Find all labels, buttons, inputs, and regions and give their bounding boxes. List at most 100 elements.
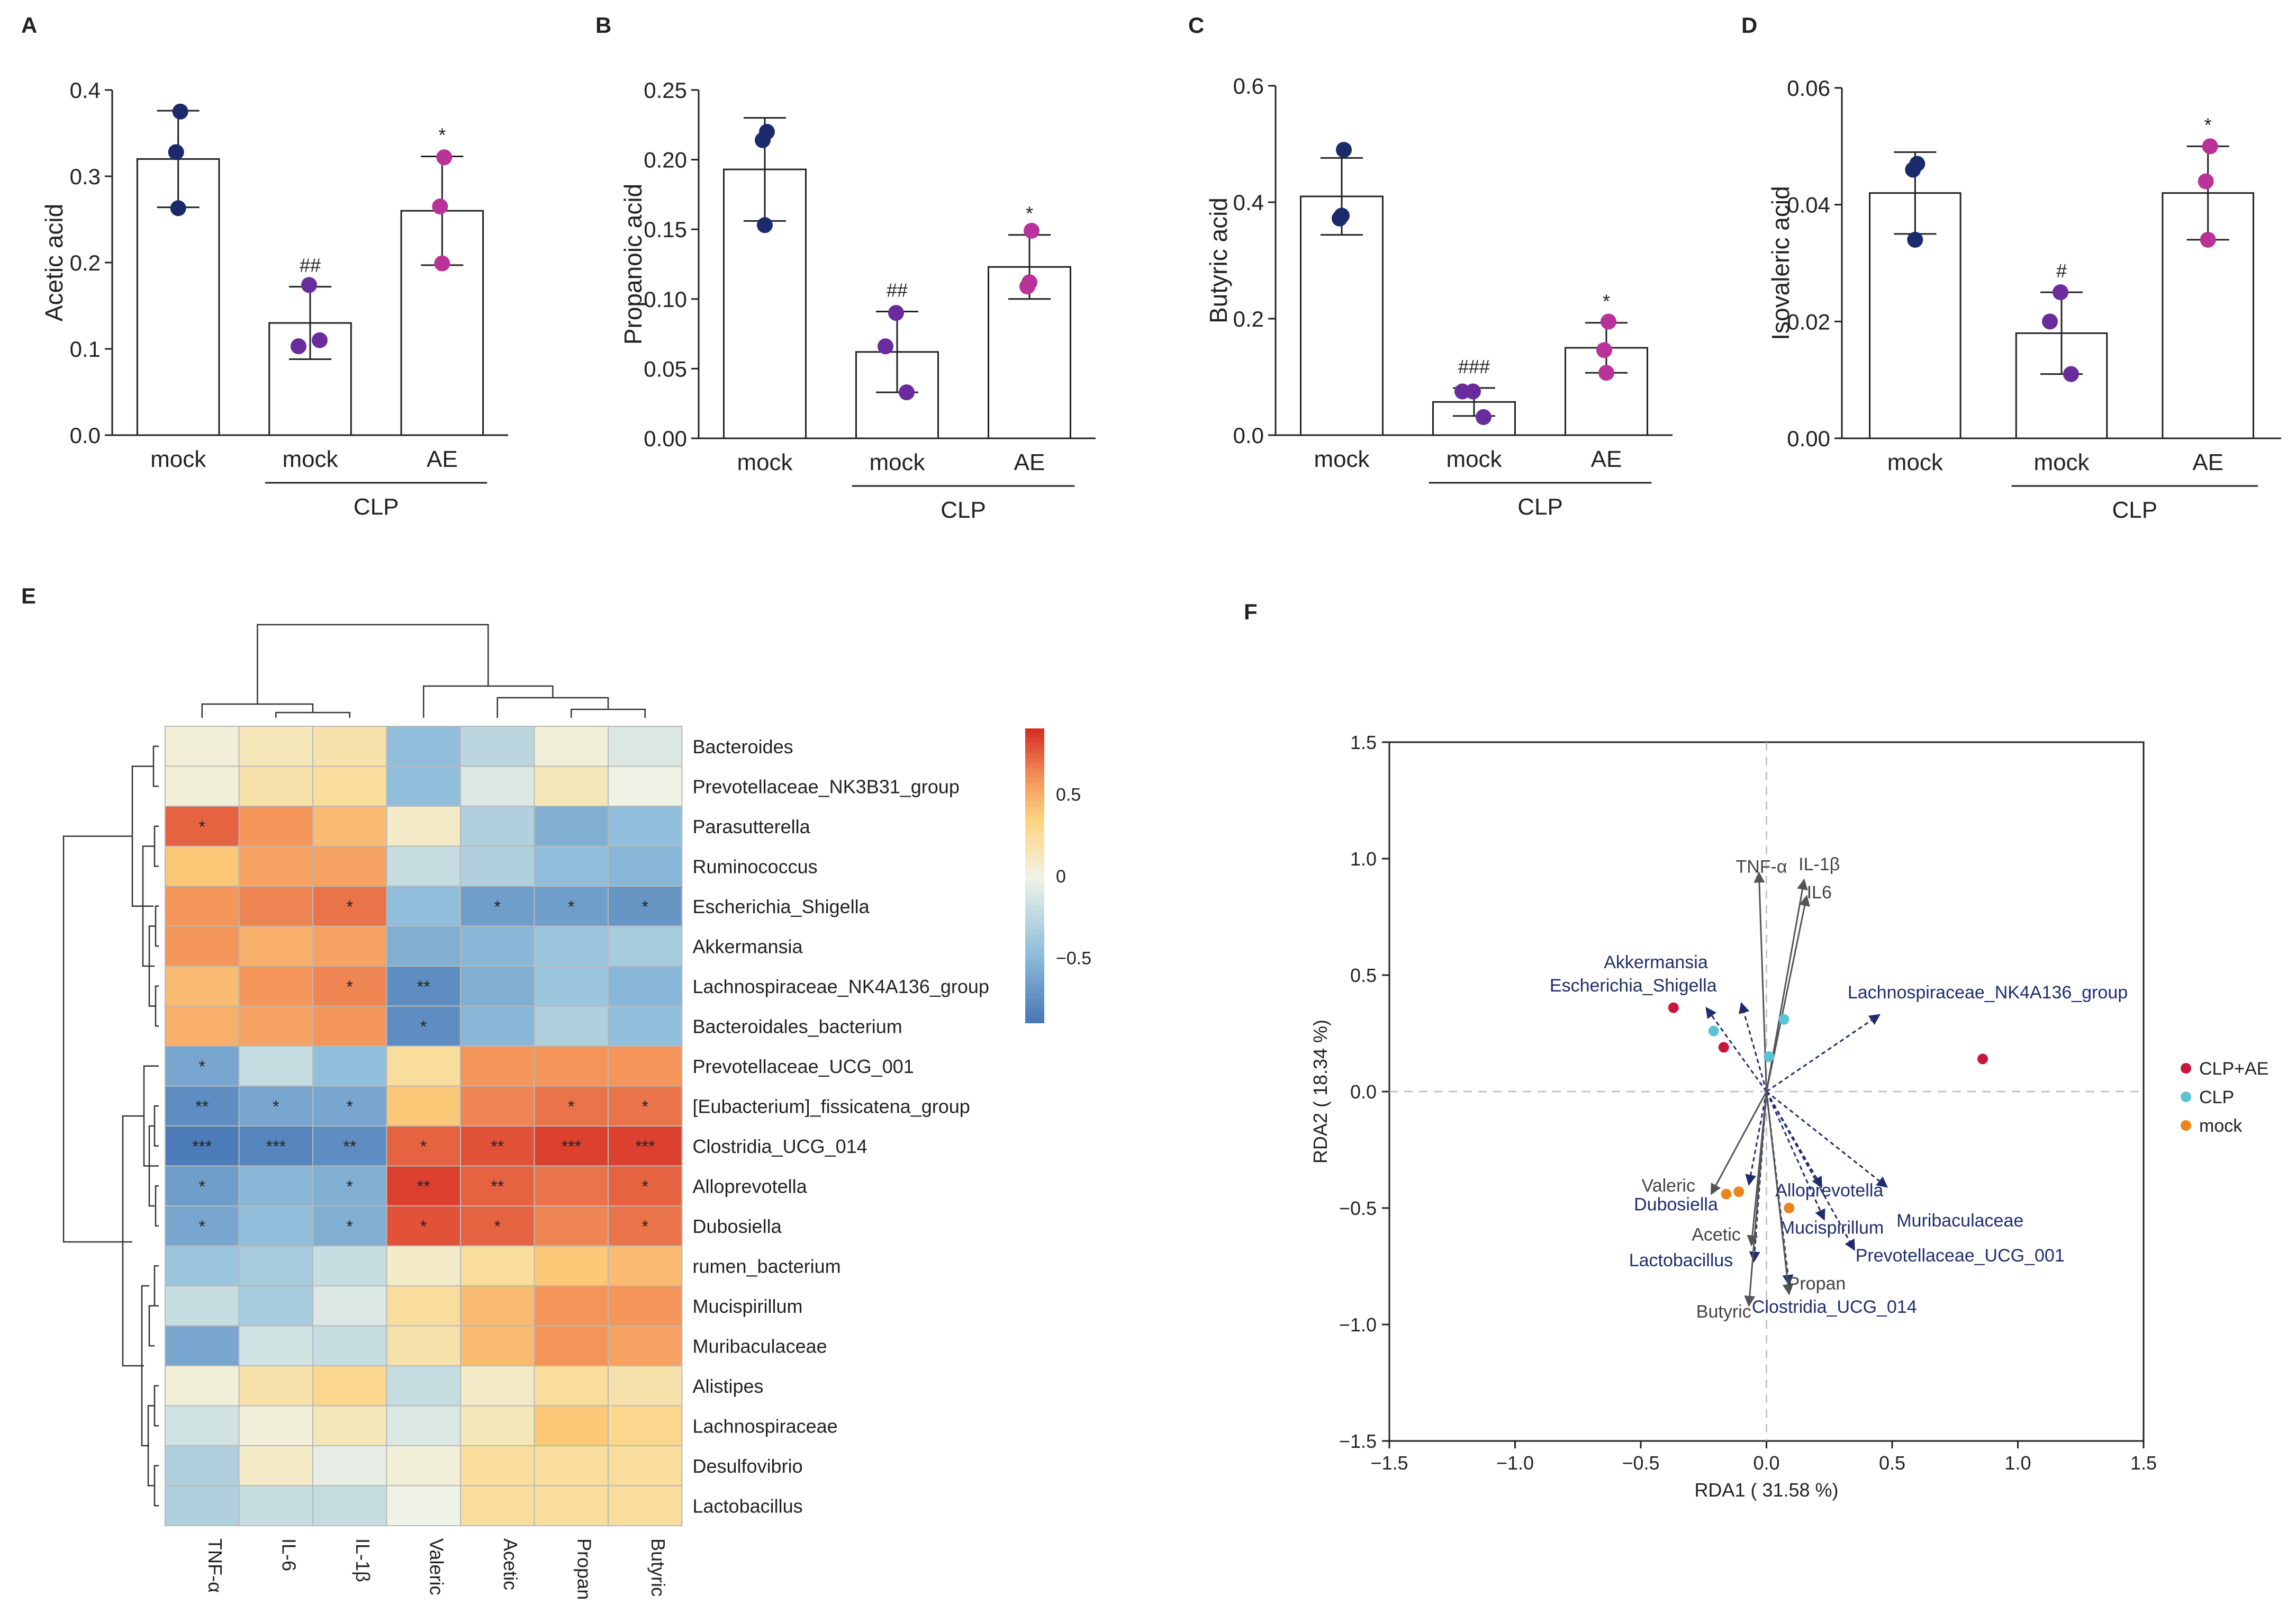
heatmap-cell xyxy=(312,1365,387,1407)
significance-label: * xyxy=(438,124,446,146)
heatmap-cell xyxy=(312,1445,387,1486)
colorbar-tick-label: 0.5 xyxy=(1056,785,1081,805)
env-vector-arrow xyxy=(1766,895,1810,1092)
data-point xyxy=(755,132,771,148)
colorbar-segment xyxy=(1025,993,1044,999)
heatmap-cell xyxy=(238,806,313,847)
row-dendrogram-branch xyxy=(143,1065,159,1167)
colorbar-segment xyxy=(1025,929,1044,935)
colorbar-segment xyxy=(1025,1017,1044,1023)
colorbar-segment xyxy=(1025,816,1044,823)
colorbar-segment xyxy=(1025,988,1044,994)
data-point xyxy=(2198,173,2214,190)
y-tick-label: 0.0 xyxy=(1233,423,1264,448)
data-point xyxy=(757,217,773,233)
heatmap-cell xyxy=(386,1046,461,1087)
heatmap-row-label: Ruminococcus xyxy=(693,855,818,877)
heatmap-row-label: Mucispirillum xyxy=(693,1295,803,1317)
heatmap-cell xyxy=(165,845,240,887)
data-point xyxy=(312,332,328,348)
species-vector-arrow xyxy=(1766,1091,1856,1251)
y-tick-label: 0.0 xyxy=(1350,1081,1377,1103)
colorbar-segment xyxy=(1025,851,1044,857)
heatmap-cell xyxy=(312,1405,387,1446)
y-axis-title: Isovaleric acid xyxy=(1767,186,1794,340)
row-dendrogram-branch xyxy=(155,1185,159,1227)
significance-label: ### xyxy=(1458,356,1490,377)
colorbar-segment xyxy=(1025,909,1044,916)
heatmap-cell xyxy=(534,966,609,1007)
data-point xyxy=(2053,284,2068,301)
y-tick-label: 0.10 xyxy=(644,287,687,312)
data-point xyxy=(888,305,904,321)
y-tick-label: 0.2 xyxy=(1233,307,1264,331)
species-vector-label: Alloprevotella xyxy=(1775,1181,1883,1201)
heatmap-cell xyxy=(534,806,609,847)
colorbar-tick-label: 0 xyxy=(1056,867,1066,887)
y-tick-label: 0.3 xyxy=(70,164,101,189)
heatmap-cell xyxy=(608,726,683,767)
y-tick-label: 0.4 xyxy=(1233,190,1264,215)
heatmap-cell xyxy=(534,1485,609,1526)
heatmap-significance: * xyxy=(420,1217,427,1236)
heatmap-significance: * xyxy=(420,1017,427,1036)
data-point xyxy=(1334,208,1350,224)
colorbar-segment xyxy=(1025,777,1044,783)
group-label: CLP xyxy=(1517,494,1563,520)
heatmap-cell xyxy=(386,1085,461,1127)
heatmap-cell xyxy=(386,966,461,1007)
heatmap-cell xyxy=(534,1405,609,1446)
species-vector-arrow xyxy=(1745,1091,1767,1186)
heatmap-cell xyxy=(608,1485,683,1526)
heatmap-cell xyxy=(460,1205,535,1247)
heatmap-significance: *** xyxy=(266,1137,286,1156)
column-dendrogram-branch xyxy=(275,711,350,718)
heatmap-cell xyxy=(460,765,535,807)
data-point xyxy=(1907,231,1923,248)
heatmap-row-label: Akkermansia xyxy=(693,935,803,957)
heatmap-cell xyxy=(386,806,461,847)
heatmap-cell xyxy=(238,1245,313,1286)
heatmap-cell xyxy=(460,1405,535,1446)
y-axis-title: Propanoic acid xyxy=(619,184,647,345)
heatmap-cell xyxy=(608,1325,683,1366)
heatmap-cell xyxy=(165,726,240,767)
heatmap-cell xyxy=(238,1285,313,1327)
heatmap-cell xyxy=(386,1325,461,1366)
data-point xyxy=(1601,313,1616,330)
heatmap-cell xyxy=(608,1365,683,1407)
y-tick-label: 0.6 xyxy=(1233,74,1264,98)
colorbar-segment xyxy=(1025,915,1044,921)
y-tick-label: 0.2 xyxy=(70,250,101,275)
heatmap-significance: * xyxy=(568,1097,574,1116)
heatmap-cell xyxy=(608,1046,683,1087)
x-category-label: AE xyxy=(1591,446,1622,472)
heatmap-row-label: Lachnospiraceae_NK4A136_group xyxy=(693,976,989,997)
colorbar-tick-label: −0.5 xyxy=(1056,948,1091,968)
significance-label: # xyxy=(2056,260,2067,282)
row-dendrogram-branch xyxy=(153,1265,159,1306)
row-dendrogram-branch xyxy=(122,1115,144,1367)
heatmap-significance: *** xyxy=(635,1137,655,1156)
heatmap-cell xyxy=(165,1085,240,1127)
x-tick-label: 1.0 xyxy=(2004,1452,2031,1474)
env-vector-label: Butyric xyxy=(1696,1302,1751,1322)
heatmap-cell xyxy=(608,1125,683,1167)
sample-point xyxy=(1718,1042,1729,1053)
heatmap-significance: *** xyxy=(562,1137,581,1156)
heatmap-cell xyxy=(312,1485,387,1526)
species-vector-label: Muribaculaceae xyxy=(1896,1211,2023,1231)
data-point xyxy=(1336,142,1352,158)
heatmap-cell xyxy=(460,845,535,887)
data-point xyxy=(2042,313,2058,330)
colorbar-segment xyxy=(1025,762,1044,769)
sample-point xyxy=(1778,1014,1789,1025)
bar xyxy=(1300,195,1384,436)
heatmap-cell xyxy=(534,1125,609,1167)
heatmap-cell xyxy=(165,765,240,807)
bar xyxy=(2162,192,2254,439)
colorbar-segment xyxy=(1025,831,1044,837)
significance-label: ## xyxy=(887,279,908,301)
heatmap-significance: *** xyxy=(192,1137,212,1156)
significance-label: * xyxy=(2204,114,2212,136)
